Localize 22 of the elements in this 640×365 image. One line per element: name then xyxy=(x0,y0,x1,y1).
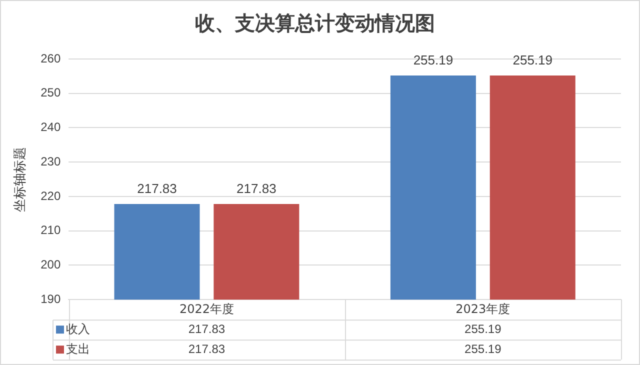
y-tick-label: 220 xyxy=(40,188,61,203)
legend-label: 支出 xyxy=(66,342,90,356)
x-tick-label: 2022年度 xyxy=(179,302,234,316)
chart-title: 收、支决算总计变动情况图 xyxy=(195,11,435,36)
x-tick-label: 2023年度 xyxy=(456,302,510,316)
y-tick-label: 200 xyxy=(40,258,61,272)
data-label: 255.19 xyxy=(464,342,502,356)
y-tick-label: 210 xyxy=(40,223,61,238)
data-label: 217.83 xyxy=(188,322,226,336)
data-label: 217.83 xyxy=(188,342,226,356)
y-tick-label: 250 xyxy=(40,86,61,100)
annotation: 255.19 xyxy=(413,52,454,68)
y-tick-label: 190 xyxy=(40,292,61,306)
data-label: 255.19 xyxy=(464,322,502,336)
y-tick-label: 230 xyxy=(40,154,61,168)
y-tick-label: 240 xyxy=(40,120,61,134)
legend-label: 收入 xyxy=(66,322,90,336)
y-tick-label: 260 xyxy=(40,51,61,66)
annotation: 217.83 xyxy=(236,181,276,196)
y-axis-title: 坐标轴标题 xyxy=(13,146,28,212)
annotation: 217.83 xyxy=(137,181,177,196)
annotation: 255.19 xyxy=(512,52,552,68)
